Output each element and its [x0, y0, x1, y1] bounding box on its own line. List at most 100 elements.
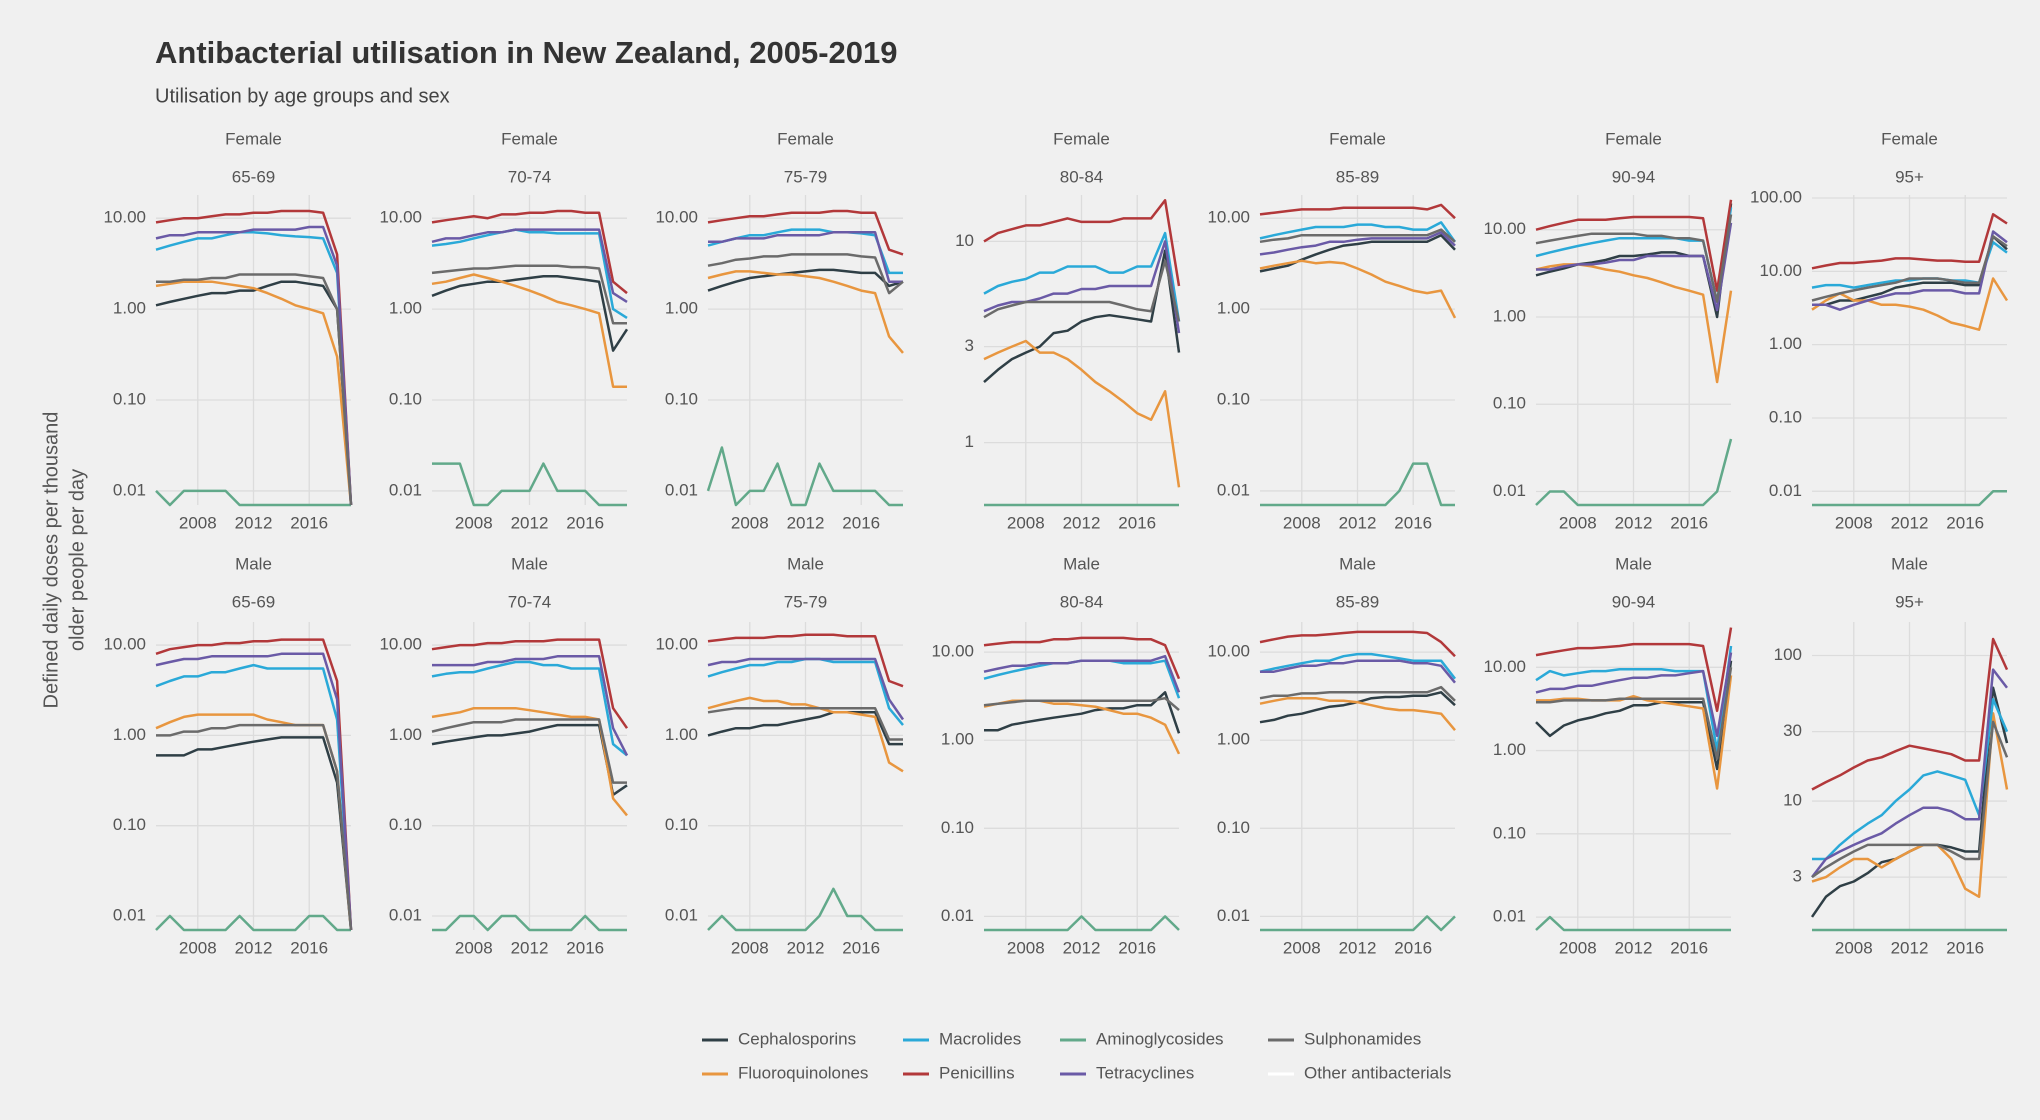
x-tick-label: 2012: [1615, 938, 1653, 957]
y-tick-label: 0.10: [389, 815, 422, 834]
x-tick-label: 2008: [1835, 513, 1873, 532]
y-tick-label: 100: [1774, 645, 1802, 664]
series-line: [983, 654, 1181, 693]
series-line: [155, 652, 353, 931]
y-tick-label: 0.10: [113, 815, 146, 834]
series-line: [983, 231, 1181, 322]
facet-subtitle: 85-89: [1336, 167, 1379, 186]
y-tick-label: 3: [965, 336, 974, 355]
y-tick-label: 1.00: [1769, 334, 1802, 353]
legend-label: Sulphonamides: [1304, 1029, 1421, 1048]
x-tick-label: 2008: [1283, 938, 1321, 957]
series-line: [707, 270, 904, 354]
y-tick-label: 0.10: [941, 818, 974, 837]
y-tick-label: 0.01: [389, 905, 422, 924]
y-tick-label: 10.00: [1483, 657, 1526, 676]
y-tick-label: 0.01: [113, 480, 146, 499]
series-line: [1811, 712, 2009, 899]
series-line: [1535, 263, 1733, 384]
y-tick-label: 10.00: [103, 635, 146, 654]
y-tick-label: 0.10: [1769, 407, 1802, 426]
facet-title: Female: [1881, 129, 1938, 148]
y-tick-label: 1.00: [665, 299, 698, 318]
series-line: [431, 660, 628, 757]
series-line: [155, 225, 353, 506]
facet-title: Male: [511, 554, 548, 573]
series-line: [1259, 685, 1456, 702]
facet-title: Male: [235, 554, 272, 573]
series-line: [1535, 214, 1733, 303]
y-tick-label: 0.10: [113, 389, 146, 408]
x-tick-label: 2016: [566, 513, 604, 532]
facet-subtitle: 65-69: [232, 592, 275, 611]
series-line: [1259, 203, 1456, 220]
facet-title: Female: [225, 129, 282, 148]
y-tick-label: 10.00: [931, 642, 974, 661]
series-line: [431, 228, 628, 303]
series-line: [983, 199, 1181, 287]
x-tick-label: 2016: [1394, 513, 1432, 532]
x-tick-label: 2012: [1339, 513, 1377, 532]
facet-title: Female: [777, 129, 834, 148]
series-line: [1536, 667, 1733, 760]
x-tick-label: 2016: [1946, 513, 1984, 532]
series-line: [1811, 235, 2008, 302]
series-line: [156, 273, 353, 506]
y-tick-label: 10.00: [1207, 208, 1250, 227]
series-line: [1259, 228, 1456, 244]
x-tick-label: 2012: [1891, 938, 1929, 957]
legend-label: Penicillins: [939, 1063, 1015, 1082]
y-tick-label: 0.10: [389, 389, 422, 408]
series-line: [1536, 222, 1733, 312]
facet-subtitle: 75-79: [784, 592, 827, 611]
legend-label: Aminoglycosides: [1096, 1029, 1224, 1048]
x-tick-label: 2016: [1670, 938, 1708, 957]
series-line: [431, 273, 627, 388]
y-tick-label: 10.00: [655, 208, 698, 227]
y-tick-label: 10.00: [379, 208, 422, 227]
x-tick-label: 2012: [787, 938, 825, 957]
series-line: [431, 718, 627, 784]
series-line: [1535, 438, 1733, 507]
series-line: [1535, 915, 1731, 932]
y-tick-label: 10.00: [1207, 642, 1250, 661]
chart-subtitle: Utilisation by age groups and sex: [155, 85, 450, 107]
facet-subtitle: 90-94: [1612, 592, 1655, 611]
series-line: [1812, 490, 2007, 507]
x-tick-label: 2016: [1394, 938, 1432, 957]
series-line: [1536, 675, 1733, 790]
y-tick-label: 0.01: [113, 905, 146, 924]
y-tick-label: 0.01: [1769, 481, 1802, 500]
facet-title: Female: [501, 129, 558, 148]
x-tick-label: 2016: [1946, 938, 1984, 957]
x-tick-label: 2016: [290, 938, 328, 957]
facet-subtitle: 80-84: [1060, 592, 1103, 611]
series-line: [1259, 696, 1456, 732]
x-tick-label: 2008: [731, 938, 769, 957]
series-line: [1811, 213, 2008, 270]
y-tick-label: 0.01: [1217, 906, 1250, 925]
y-tick-label: 0.01: [389, 480, 422, 499]
y-tick-label: 3: [1793, 867, 1802, 886]
series-line: [707, 268, 904, 292]
y-tick-label: 1.00: [1493, 740, 1526, 759]
y-tick-label: 0.01: [1493, 481, 1526, 500]
series-line: [708, 231, 903, 283]
series-line: [432, 655, 629, 756]
y-tick-label: 0.01: [665, 905, 698, 924]
y-tick-label: 1.00: [389, 725, 422, 744]
series-line: [707, 711, 903, 746]
series-line: [983, 339, 1181, 488]
series-line: [431, 228, 628, 319]
series-line: [983, 249, 1181, 384]
y-tick-label: 1.00: [1217, 299, 1250, 318]
x-tick-label: 2008: [1559, 938, 1597, 957]
y-tick-label: 10.00: [379, 635, 422, 654]
series-line: [983, 240, 1181, 334]
series-line: [431, 723, 628, 797]
series-line: [156, 723, 353, 931]
x-tick-label: 2008: [1559, 513, 1597, 532]
series-line: [983, 696, 1180, 712]
series-line: [707, 706, 903, 741]
